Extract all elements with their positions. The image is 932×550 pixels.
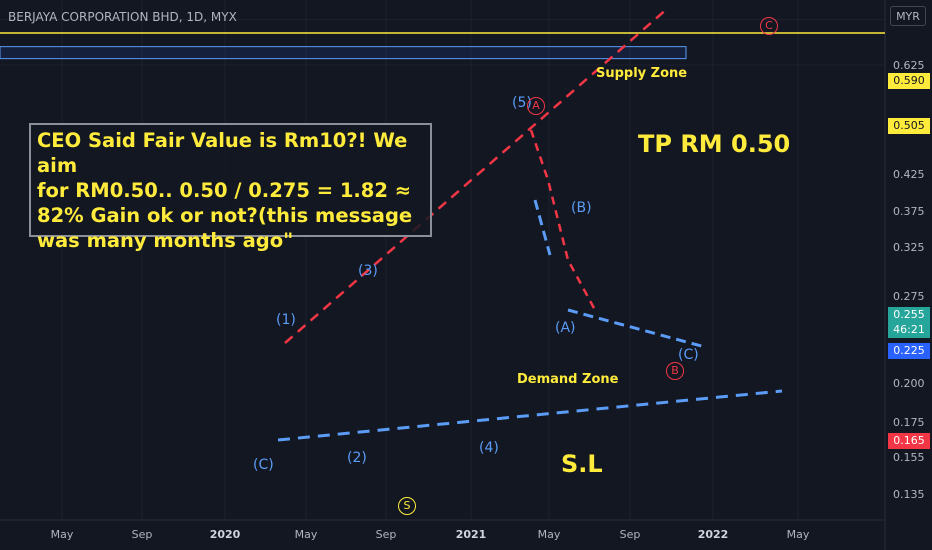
note-line: was many months ago": [37, 229, 294, 252]
y-tick-label: 0.275: [893, 290, 925, 303]
circle-label-b: B: [666, 362, 684, 380]
supply-zone-label: Supply Zone: [596, 66, 688, 81]
y-tick-label: 0.325: [893, 241, 925, 254]
x-tick-label: May: [294, 528, 318, 541]
currency-button[interactable]: MYR: [890, 6, 926, 26]
x-tick-label: May: [50, 528, 74, 541]
wave-label-5: (5): [512, 95, 532, 111]
y-tick-label: 0.625: [893, 59, 925, 72]
price-badge-last: 0.255: [888, 307, 930, 323]
note-line: CEO Said Fair Value is Rm10?! We aim: [37, 129, 408, 177]
demand-zone-label: Demand Zone: [517, 372, 619, 387]
circle-label-c: C: [760, 17, 778, 35]
x-tick-label: 2022: [697, 528, 729, 541]
x-tick-label: Sep: [619, 528, 641, 541]
y-tick-label: 0.155: [893, 451, 925, 464]
stop-loss-label: S.L: [561, 450, 603, 478]
text-note: CEO Said Fair Value is Rm10?! We aim for…: [29, 123, 432, 252]
price-badge-demand: 0.225: [888, 343, 930, 359]
note-line: 82% Gain ok or not?(this message: [37, 204, 413, 227]
x-tick-label: May: [537, 528, 561, 541]
x-tick-label: Sep: [375, 528, 397, 541]
split-marker-icon[interactable]: S: [398, 497, 416, 515]
wave-label-c-left: (C): [253, 457, 274, 473]
price-badge-tp: 0.505: [888, 118, 930, 134]
y-tick-label: 0.175: [893, 416, 925, 429]
y-tick-label: 0.135: [893, 488, 925, 501]
wave-label-4: (4): [479, 440, 499, 456]
x-tick-label: 2020: [209, 528, 241, 541]
price-badge-countdown: 46:21: [888, 322, 930, 338]
wave-label-c-right: (C): [678, 347, 699, 363]
wave-label-2: (2): [347, 450, 367, 466]
wave-channel-line: [567, 308, 706, 349]
symbol-title[interactable]: BERJAYA CORPORATION BHD, 1D, MYX: [8, 10, 237, 24]
wave-channel-line: [533, 199, 552, 256]
y-tick-label: 0.200: [893, 377, 925, 390]
price-badge-sl: 0.165: [888, 433, 930, 449]
x-tick-label: May: [786, 528, 810, 541]
wave-label-3: (3): [358, 263, 378, 279]
note-line: for RM0.50.. 0.50 / 0.275 = 1.82 ≈: [37, 179, 412, 202]
x-tick-label: 2021: [455, 528, 487, 541]
take-profit-label: TP RM 0.50: [638, 130, 791, 158]
wave-label-1: (1): [276, 312, 296, 328]
wave-label-b: (B): [571, 200, 592, 216]
x-tick-label: Sep: [131, 528, 153, 541]
price-badge-supply: 0.590: [888, 73, 930, 89]
circle-label-a: A: [527, 97, 545, 115]
wave-label-a: (A): [555, 320, 576, 336]
support-trendline: [277, 389, 783, 442]
zone-rect: [0, 46, 687, 60]
y-tick-label: 0.375: [893, 205, 925, 218]
y-tick-label: 0.425: [893, 168, 925, 181]
